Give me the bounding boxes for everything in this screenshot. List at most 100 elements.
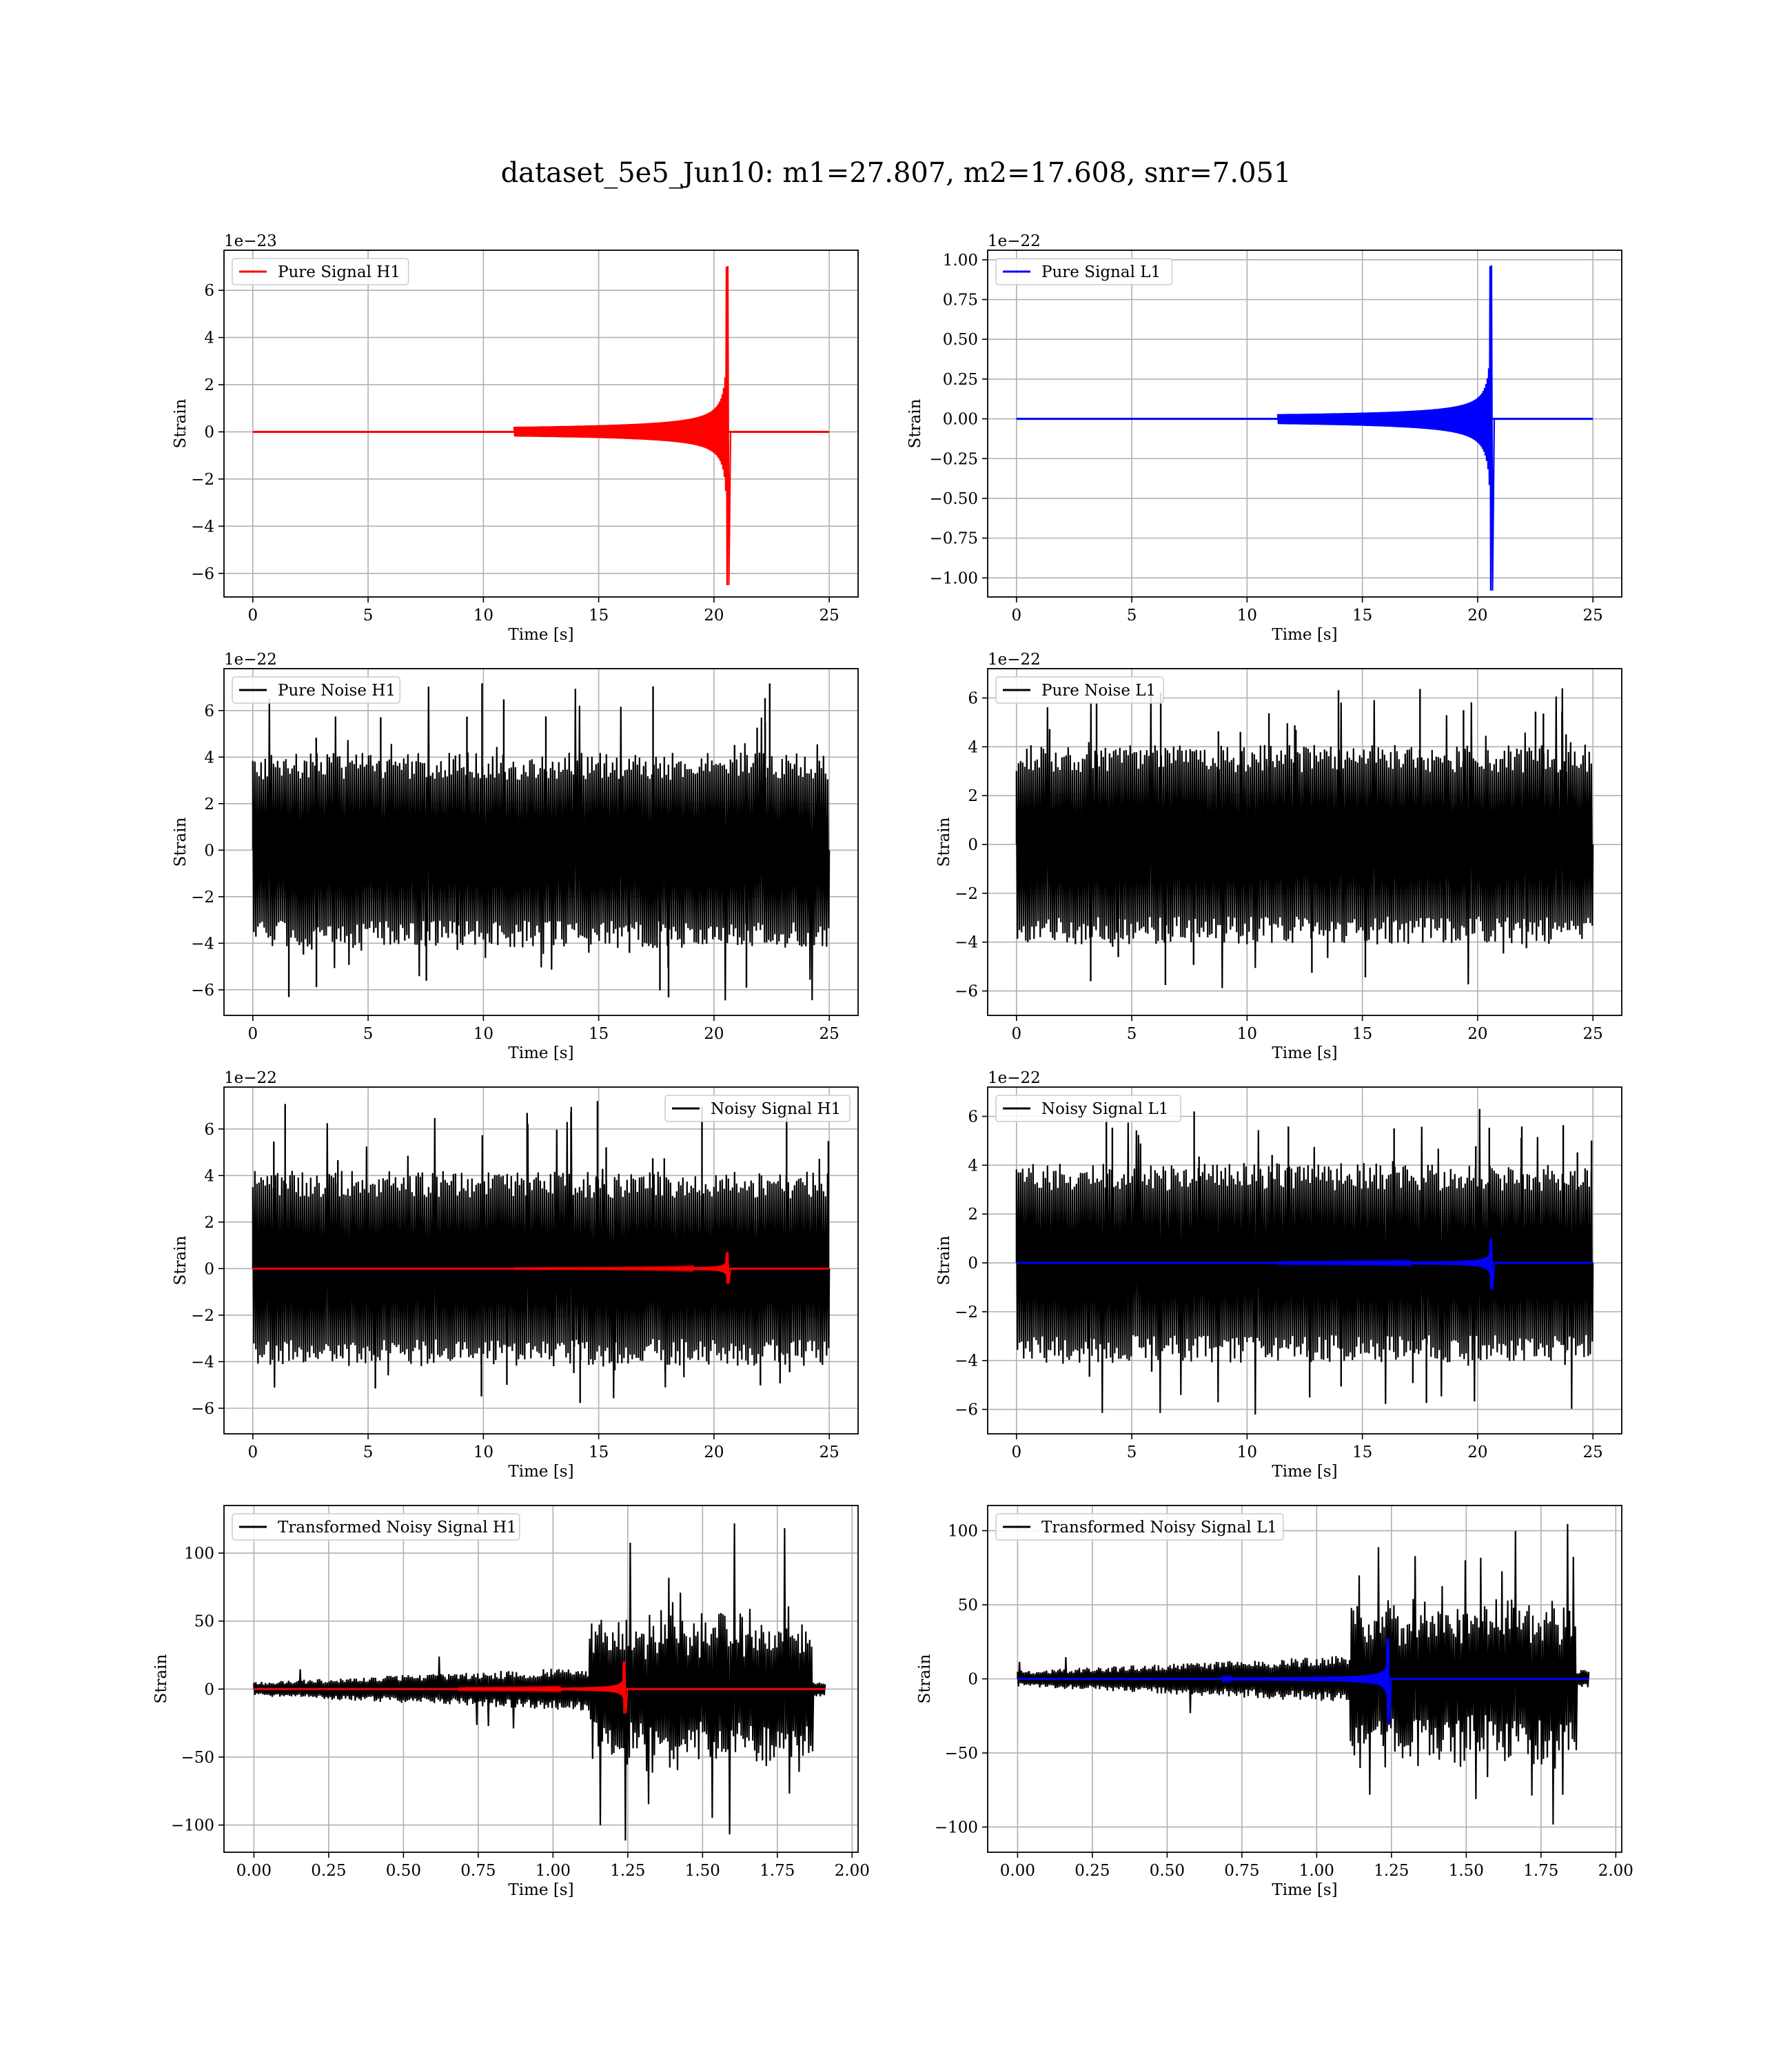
x-tick-label: 0.75 — [1224, 1862, 1259, 1880]
x-tick-label: 1.75 — [760, 1862, 795, 1880]
x-tick-label: 25 — [1583, 1443, 1603, 1461]
x-tick-label: 1.00 — [536, 1862, 571, 1880]
x-tick-label: 2.00 — [1598, 1862, 1633, 1880]
x-tick-label: 20 — [1467, 607, 1487, 625]
y-offset-label: 1e−22 — [988, 1069, 1041, 1087]
x-tick-label: 0.50 — [386, 1862, 421, 1880]
y-tick-label: −0.25 — [930, 450, 978, 468]
x-tick-label: 10 — [474, 1025, 493, 1043]
series-2-chirp — [1276, 1238, 1496, 1290]
x-tick-label: 0.25 — [311, 1862, 346, 1880]
series-1-spikes — [1088, 1111, 1593, 1403]
y-tick-label: 0 — [204, 423, 214, 441]
y-tick-label: 0 — [968, 1671, 978, 1689]
series-1-line — [1015, 688, 1594, 989]
y-tick-label: −1.00 — [930, 569, 978, 587]
x-tick-label: 0 — [1011, 1025, 1021, 1043]
chart-panel-7: 0.00 0.25 0.50 0.75 1.00 1.25 1.50 1.75 2.00 −100… — [152, 1505, 870, 1899]
x-tick-label: 15 — [589, 1025, 609, 1043]
y-tick-label: −6 — [955, 983, 978, 1001]
y-tick-label: 6 — [204, 282, 214, 300]
series-1-chirp — [1276, 265, 1496, 591]
chart-panel-6: 0 5 10 15 20 25 −6 −4 −2 0 2 4 6 Time [s] Strain 1e−22N… — [935, 1069, 1622, 1481]
chart-panel-1: 0 5 10 15 20 25 −6 −4 −2 0 2 4 6 Time [s] Strain 1e−23P… — [172, 232, 859, 644]
y-tick-label: 6 — [204, 1121, 214, 1139]
series-1-spikes — [287, 683, 771, 997]
y-tick-label: 0 — [968, 836, 978, 854]
y-axis-label: Strain — [152, 1654, 170, 1703]
y-tick-label: 1.00 — [943, 252, 978, 270]
x-tick-label: 10 — [474, 1443, 493, 1461]
y-tick-label: 100 — [948, 1523, 978, 1541]
y-tick-label: −50 — [944, 1745, 978, 1763]
x-tick-label: 15 — [1352, 1443, 1372, 1461]
series-1-line — [252, 1106, 831, 1399]
y-tick-label: −4 — [191, 1353, 214, 1371]
x-tick-label: 2.00 — [835, 1862, 870, 1880]
axes-frame — [987, 668, 1622, 1016]
x-tick-label: 5 — [363, 1443, 374, 1461]
y-offset-label: 1e−22 — [224, 651, 277, 669]
y-tick-label: 4 — [204, 330, 214, 347]
y-tick-label: 2 — [204, 376, 214, 394]
chart-panel-2: 0 5 10 15 20 25 −1.00 −0.75 −0.50 −0.25 0.00 0.25 0.… — [906, 232, 1622, 644]
axes-frame — [987, 250, 1622, 598]
x-tick-label: 25 — [1583, 1025, 1603, 1043]
legend: Pure Signal L1 — [995, 258, 1173, 285]
y-offset-label: 1e−22 — [224, 1069, 277, 1087]
x-tick-label: 5 — [1127, 1025, 1137, 1043]
series-1-line — [252, 686, 831, 1001]
x-tick-label: 0.75 — [460, 1862, 496, 1880]
chart-panel-8: 0.00 0.25 0.50 0.75 1.00 1.25 1.50 1.75 2.00 −100… — [916, 1505, 1633, 1899]
x-tick-label: 5 — [1127, 607, 1137, 625]
x-tick-label: 0 — [1011, 607, 1021, 625]
legend-box — [232, 258, 409, 285]
y-tick-label: −4 — [955, 1352, 978, 1370]
x-tick-label: 5 — [363, 607, 374, 625]
y-offset-label: 1e−23 — [224, 232, 277, 250]
x-tick-label: 5 — [1127, 1443, 1137, 1461]
x-axis-label: Time [s] — [1272, 1881, 1337, 1899]
chart-panel-4: 0 5 10 15 20 25 −6 −4 −2 0 2 4 6 Time [s] Strain 1e−22P… — [935, 651, 1622, 1062]
legend-entry: Pure Signal L1 — [1041, 263, 1161, 281]
x-axis-label: Time [s] — [1272, 1463, 1337, 1481]
x-tick-label: 0.00 — [236, 1862, 272, 1880]
legend-box — [995, 1513, 1284, 1541]
legend-box — [995, 258, 1173, 285]
chart-panel-3: 0 5 10 15 20 25 −6 −4 −2 0 2 4 6 Time [s] Strain 1e−22P… — [172, 651, 859, 1062]
y-tick-label: −6 — [955, 1401, 978, 1419]
y-tick-label: −4 — [191, 935, 214, 953]
x-tick-label: 0.25 — [1075, 1862, 1110, 1880]
y-tick-label: −2 — [191, 1307, 214, 1325]
series-1-line — [1017, 1523, 1590, 1825]
legend-box — [995, 1095, 1181, 1122]
x-tick-label: 0 — [247, 1443, 258, 1461]
legend-entry: Pure Signal H1 — [278, 263, 400, 281]
y-tick-label: −50 — [181, 1749, 214, 1767]
legend: Pure Noise H1 — [232, 676, 400, 704]
y-offset-label: 1e−22 — [988, 651, 1041, 669]
y-tick-label: 0.50 — [943, 331, 978, 349]
y-axis-label: Strain — [172, 1235, 190, 1285]
y-offset-label: 1e−22 — [988, 232, 1041, 250]
y-tick-label: −4 — [955, 934, 978, 952]
x-tick-label: 20 — [704, 607, 724, 625]
series-1-line — [253, 1523, 826, 1841]
x-tick-label: 20 — [704, 1443, 724, 1461]
grid — [224, 250, 858, 597]
y-tick-label: 0.25 — [943, 371, 978, 389]
x-tick-label: 0 — [247, 607, 258, 625]
x-tick-label: 0 — [1011, 1443, 1021, 1461]
x-tick-label: 0.50 — [1150, 1862, 1185, 1880]
x-tick-label: 15 — [589, 1443, 609, 1461]
x-tick-label: 1.75 — [1523, 1862, 1558, 1880]
x-tick-label: 25 — [1583, 607, 1603, 625]
y-axis-label: Strain — [172, 398, 190, 448]
legend-box — [232, 1513, 520, 1541]
series-1-chirp — [513, 265, 732, 585]
x-tick-label: 25 — [819, 607, 839, 625]
y-tick-label: 6 — [968, 690, 978, 708]
axes-frame — [223, 1505, 859, 1853]
y-axis-label: Strain — [935, 817, 953, 866]
